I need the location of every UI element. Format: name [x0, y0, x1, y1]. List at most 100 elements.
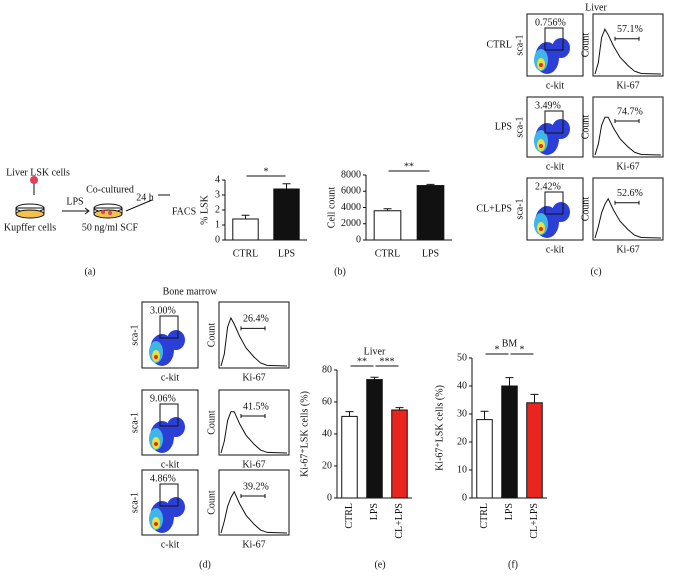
axis-label: sca-1	[129, 324, 140, 345]
error-bar	[282, 183, 291, 189]
ki67-gate	[240, 494, 266, 498]
gate	[159, 483, 179, 507]
arrow	[84, 207, 90, 215]
x-tick-label: LPS	[504, 503, 515, 520]
density-blob	[167, 417, 185, 437]
histogram-line	[594, 28, 662, 75]
axis-label: sca-1	[514, 116, 525, 137]
significance-label: *	[520, 344, 525, 355]
axis-label: Count	[206, 323, 217, 348]
significance-label: **	[404, 161, 414, 172]
error-bar	[241, 214, 250, 219]
density-blob	[167, 330, 185, 350]
ki67-percent: 26.4%	[243, 314, 269, 325]
axis-label: c-kit	[546, 244, 565, 255]
y-tick-label: 40	[322, 428, 332, 439]
gate	[544, 191, 564, 215]
histogram-line	[220, 316, 288, 367]
x-tick-label: CL+LPS	[529, 503, 540, 539]
axis-label: Count	[580, 115, 591, 140]
density-blob	[552, 119, 570, 139]
y-tick-label: 60	[322, 396, 332, 407]
panel-label: (f)	[508, 559, 518, 570]
arrow	[125, 199, 153, 212]
density-blob	[154, 442, 158, 446]
axis-label: c-kit	[546, 161, 565, 172]
error-bar	[426, 183, 435, 186]
y-tick-label: 20	[322, 460, 332, 471]
y-tick-label: 2000	[341, 218, 361, 229]
label: FACS	[172, 206, 196, 217]
bar	[366, 379, 383, 499]
gate-percent: 3.49%	[535, 100, 561, 111]
x-tick-label: CTRL	[233, 248, 259, 259]
y-tick-label: 0	[356, 234, 361, 245]
density-blob	[539, 227, 543, 231]
label: Liver LSK cells	[6, 167, 70, 178]
histogram-line	[220, 411, 288, 454]
error-bar	[395, 407, 404, 410]
x-tick-label: CTRL	[479, 503, 490, 529]
significance-label: *	[264, 166, 269, 177]
y-tick-label: 8000	[341, 169, 361, 180]
chart-title: Liver	[364, 346, 386, 357]
density-blob	[154, 355, 158, 359]
y-axis-label: Ki-67⁺LSK cells (%)	[434, 385, 445, 471]
ki67-gate	[240, 414, 266, 418]
panel-label: (e)	[374, 559, 385, 570]
label: 50 ng/ml SCF	[82, 222, 139, 233]
bar	[416, 185, 445, 241]
cells-icon	[30, 176, 38, 184]
y-tick-label: 1	[215, 219, 220, 230]
bar	[341, 415, 358, 499]
y-tick-label: 0	[462, 492, 467, 503]
cells-icon	[108, 211, 112, 215]
bar	[391, 409, 408, 499]
axis-label: sca-1	[129, 412, 140, 433]
y-tick-label: 50	[457, 352, 467, 363]
axis-label: Count	[580, 197, 591, 222]
row-label: CL+LPS	[476, 203, 512, 214]
y-tick-label: 4000	[341, 202, 361, 213]
y-tick-label: 30	[457, 408, 467, 419]
density-blob	[552, 202, 570, 222]
y-tick-label: 40	[457, 380, 467, 391]
histogram-line	[594, 116, 662, 156]
bar	[273, 188, 300, 241]
histogram	[218, 301, 290, 369]
y-axis-label: Ki-67⁺LSK cells (%)	[299, 391, 310, 477]
axis-label: Ki-67	[616, 80, 639, 91]
schematic	[15, 176, 170, 219]
error-bar	[480, 410, 489, 420]
density-blob	[552, 38, 570, 58]
error-bar	[505, 377, 514, 386]
axis-label: c-kit	[161, 372, 180, 383]
ki67-gate	[614, 36, 640, 41]
y-tick-label: 6000	[341, 186, 361, 197]
x-tick-label: LPS	[422, 248, 439, 259]
error-bar	[530, 393, 539, 403]
ki67-percent: 57.1%	[617, 24, 643, 35]
ki67-percent: 39.2%	[243, 481, 269, 492]
y-axis-label: % LSK	[199, 194, 210, 225]
significance-label: *	[495, 344, 500, 355]
panel-title: Liver	[585, 2, 607, 13]
axis-label: c-kit	[161, 459, 180, 470]
y-axis-label: Cell count	[326, 187, 337, 229]
label: Co-cultured	[86, 184, 134, 195]
bar	[476, 419, 493, 499]
y-tick-label: 80	[322, 364, 332, 375]
panel-label: (d)	[199, 559, 211, 570]
row-label: LPS	[495, 121, 512, 132]
axis-label: Ki-67	[242, 539, 265, 550]
histogram	[218, 389, 290, 456]
label: Kupffer cells	[4, 222, 56, 233]
axis-label: Ki-67	[616, 244, 639, 255]
axis-label: Ki-67	[616, 161, 639, 172]
dish	[15, 209, 45, 219]
x-tick-label: CTRL	[375, 248, 401, 259]
axis-label: Ki-67	[242, 372, 265, 383]
density-blob	[539, 144, 543, 148]
ki67-gate	[614, 200, 640, 205]
panel-label: (c)	[590, 266, 601, 277]
